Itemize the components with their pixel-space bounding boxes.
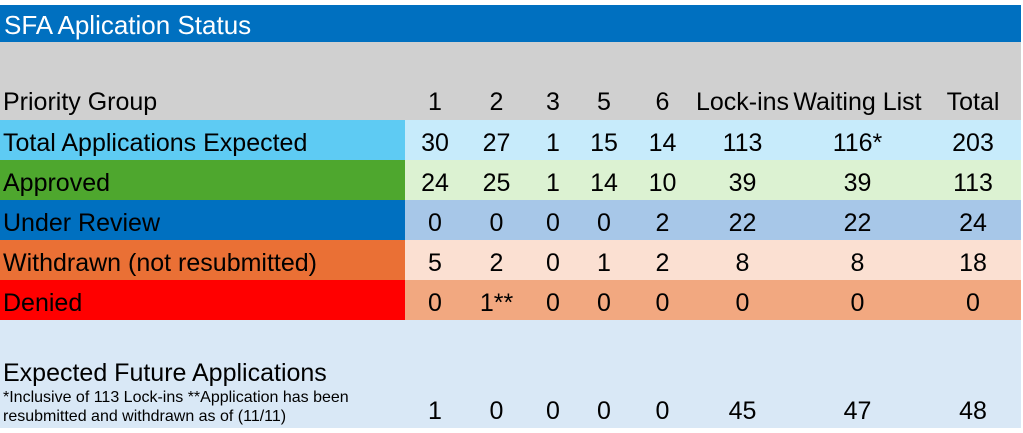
table-cell: 0: [630, 320, 695, 428]
table-cell: 8: [695, 240, 790, 280]
table-cell: 0: [695, 280, 790, 320]
table-cell: 0: [528, 280, 578, 320]
table-cell: 48: [925, 320, 1021, 428]
column-header: 3: [528, 42, 578, 120]
table-row: Total Applications Expected 30 27 1 15 14 113 1…: [0, 120, 1021, 160]
table-cell: 0: [790, 280, 925, 320]
table-cell: 24: [405, 160, 465, 200]
table-cell: 0: [578, 280, 630, 320]
table-row: Approved 24 25 1 14 10 39 39 113: [0, 160, 1021, 200]
table-cell: 14: [630, 120, 695, 160]
column-header: Lock-ins: [695, 42, 790, 120]
table-row: Under Review 0 0 0 0 2 22 22 24: [0, 200, 1021, 240]
table-cell: 0: [528, 320, 578, 428]
table-cell: 39: [790, 160, 925, 200]
table-cell: 0: [630, 280, 695, 320]
table-cell: 24: [925, 200, 1021, 240]
future-row: Expected Future Applications *Inclusive o…: [0, 320, 1021, 428]
table-row: Withdrawn (not resubmitted) 5 2 0 1 2 8 8 18: [0, 240, 1021, 280]
table-cell: 27: [465, 120, 528, 160]
table-cell: 5: [405, 240, 465, 280]
table-cell: 15: [578, 120, 630, 160]
table-cell: 116*: [790, 120, 925, 160]
header-row: Priority Group 1 2 3 5 6 Lock-ins Waiting List…: [0, 42, 1021, 120]
table-cell: 39: [695, 160, 790, 200]
table-cell: 0: [578, 200, 630, 240]
table-row: Denied 0 1** 0 0 0 0 0 0: [0, 280, 1021, 320]
future-label: Expected Future Applications: [3, 359, 327, 387]
table-cell: 22: [790, 200, 925, 240]
table-cell: 203: [925, 120, 1021, 160]
column-header: 6: [630, 42, 695, 120]
future-label-cell: Expected Future Applications *Inclusive o…: [0, 320, 405, 428]
table-cell: 0: [578, 320, 630, 428]
footnote: *Inclusive of 113 Lock-ins **Application…: [3, 389, 349, 425]
table-cell: 2: [630, 200, 695, 240]
table-cell: 1: [528, 160, 578, 200]
table-cell: 1: [405, 320, 465, 428]
table-cell: 113: [925, 160, 1021, 200]
row-label: Withdrawn (not resubmitted): [0, 240, 405, 280]
table-cell: 2: [630, 240, 695, 280]
table-cell: 0: [405, 200, 465, 240]
table-cell: 0: [528, 240, 578, 280]
table-cell: 14: [578, 160, 630, 200]
table-cell: 30: [405, 120, 465, 160]
table-cell: 0: [465, 320, 528, 428]
column-header: 5: [578, 42, 630, 120]
table-cell: 1**: [465, 280, 528, 320]
table-cell: 22: [695, 200, 790, 240]
column-header: Total: [925, 42, 1021, 120]
table-cell: 0: [465, 200, 528, 240]
table-cell: 1: [578, 240, 630, 280]
table-title: SFA Aplication Status: [0, 5, 1021, 42]
table-cell: 2: [465, 240, 528, 280]
table-cell: 0: [925, 280, 1021, 320]
status-table: Priority Group 1 2 3 5 6 Lock-ins Waiting List…: [0, 42, 1021, 428]
table-cell: 0: [528, 200, 578, 240]
row-label: Denied: [0, 280, 405, 320]
table-cell: 8: [790, 240, 925, 280]
table-cell: 25: [465, 160, 528, 200]
row-label: Approved: [0, 160, 405, 200]
table-cell: 113: [695, 120, 790, 160]
row-label: Under Review: [0, 200, 405, 240]
table-cell: 1: [528, 120, 578, 160]
column-header: Waiting List: [790, 42, 925, 120]
table-cell: 0: [405, 280, 465, 320]
table-cell: 47: [790, 320, 925, 428]
column-header: 1: [405, 42, 465, 120]
header-label: Priority Group: [0, 42, 405, 120]
column-header: 2: [465, 42, 528, 120]
row-label: Total Applications Expected: [0, 120, 405, 160]
table-cell: 10: [630, 160, 695, 200]
table-cell: 18: [925, 240, 1021, 280]
table-cell: 45: [695, 320, 790, 428]
